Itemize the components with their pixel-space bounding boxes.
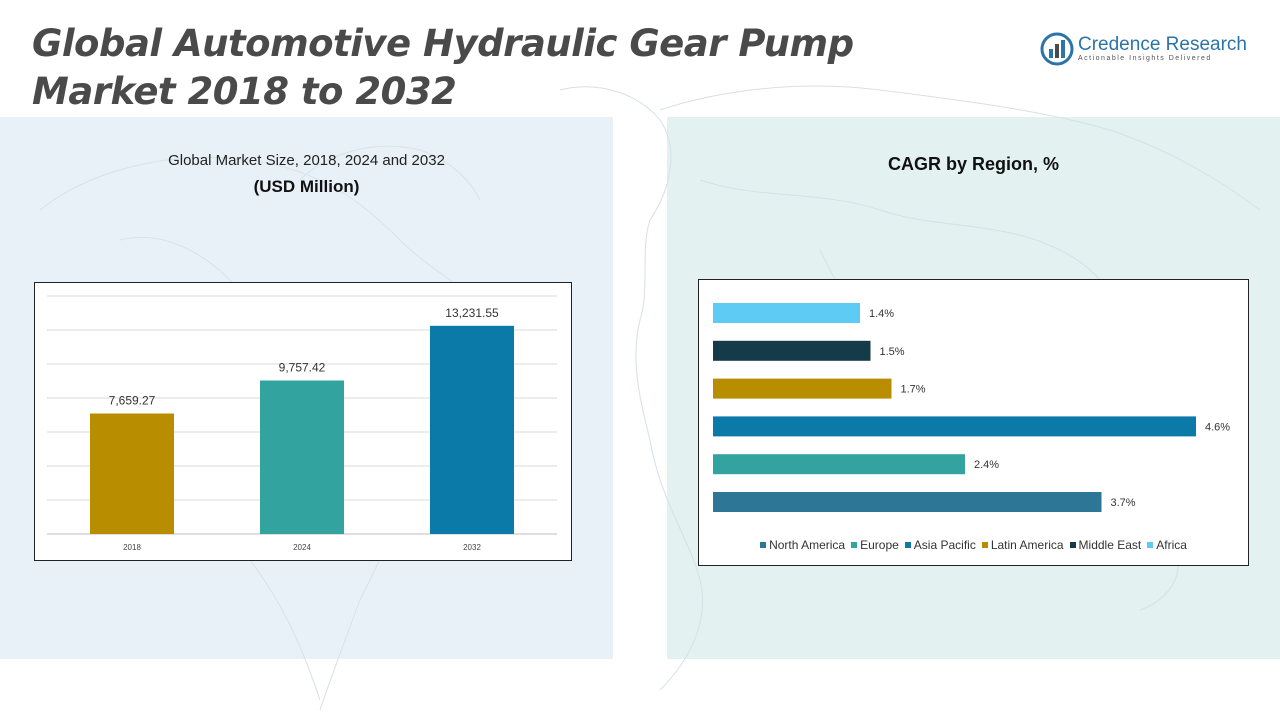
cagr-chart-title: CAGR by Region, %	[887, 154, 1059, 174]
cagr-by-region-chart: 1.4% 1.5% 1.7% 4.6% 2.4% 3.7% North America Eu…	[698, 279, 1249, 566]
legend-item-africa: Africa	[1147, 538, 1187, 552]
bar-europe	[713, 454, 965, 475]
bar-middle-east	[713, 340, 871, 361]
bar-africa	[713, 303, 860, 323]
market-size-bar-chart: 7,659.27 2018 9,757.42 2024 13,231.55 2032	[47, 295, 557, 552]
bar-chart-logo-icon	[1040, 32, 1074, 66]
market-size-chart: 7,659.27 2018 9,757.42 2024 13,231.55 2032	[34, 282, 572, 561]
legend-swatch	[1069, 541, 1076, 548]
legend-item-middle-east: Middle East	[1069, 538, 1142, 552]
legend-swatch	[851, 541, 858, 548]
bar-value-label-2024: 9,757.42	[279, 360, 326, 374]
bar-north-america	[713, 492, 1102, 512]
legend-label: North America	[769, 538, 846, 552]
legend-swatch	[1147, 541, 1154, 548]
market-size-unit: (USD Million)	[253, 177, 360, 196]
legend-swatch	[760, 541, 767, 548]
bar-value-label-2032: 13,231.55	[445, 306, 499, 320]
market-size-subtitle: Global Market Size, 2018, 2024 and 2032	[168, 152, 445, 169]
bar-value-label-asia-pacific: 4.6%	[1205, 421, 1230, 433]
logo-name: Credence Research	[1078, 34, 1247, 55]
legend-label: Middle East	[1078, 538, 1142, 552]
legend-label: Europe	[860, 538, 899, 552]
bar-value-label-north-america: 3.7%	[1111, 497, 1136, 509]
bar-value-label-europe: 2.4%	[974, 459, 999, 471]
legend-item-europe: Europe	[851, 538, 899, 552]
bar-value-label-middle-east: 1.5%	[880, 346, 905, 358]
bar-2018	[90, 413, 174, 534]
logo-tagline: Actionable Insights Delivered	[1078, 55, 1212, 62]
x-tick-label-2024: 2024	[293, 543, 311, 552]
legend-item-latin-america: Latin America	[981, 538, 1064, 552]
legend-label: Asia Pacific	[913, 538, 976, 552]
legend-item-asia-pacific: Asia Pacific	[904, 538, 976, 552]
credence-research-logo: Credence Research Actionable Insights De…	[1040, 30, 1255, 70]
legend-swatch	[981, 541, 988, 548]
page-title-line-2: Market 2018 to 2032	[32, 70, 457, 113]
cagr-horizontal-bar-chart: 1.4% 1.5% 1.7% 4.6% 2.4% 3.7%	[713, 303, 1230, 512]
x-tick-label-2032: 2032	[463, 543, 481, 552]
cagr-legend: North America Europe Asia Pacific Latin Ame…	[699, 538, 1248, 552]
bar-2024	[260, 380, 344, 534]
page-title-line-1: Global Automotive Hydraulic Gear Pump	[32, 22, 854, 65]
bar-latin-america	[713, 378, 892, 399]
bar-2032	[430, 325, 514, 534]
page-title: Global Automotive Hydraulic Gear Pump Ma…	[32, 20, 932, 116]
bar-asia-pacific	[713, 416, 1196, 437]
legend-swatch	[904, 541, 911, 548]
bar-value-label-2018: 7,659.27	[109, 393, 156, 407]
bar-value-label-latin-america: 1.7%	[901, 384, 926, 396]
legend-label: Africa	[1156, 538, 1187, 552]
legend-label: Latin America	[990, 538, 1064, 552]
legend-item-north-america: North America	[760, 538, 845, 552]
x-tick-label-2018: 2018	[123, 543, 141, 552]
bar-value-label-africa: 1.4%	[869, 308, 894, 320]
